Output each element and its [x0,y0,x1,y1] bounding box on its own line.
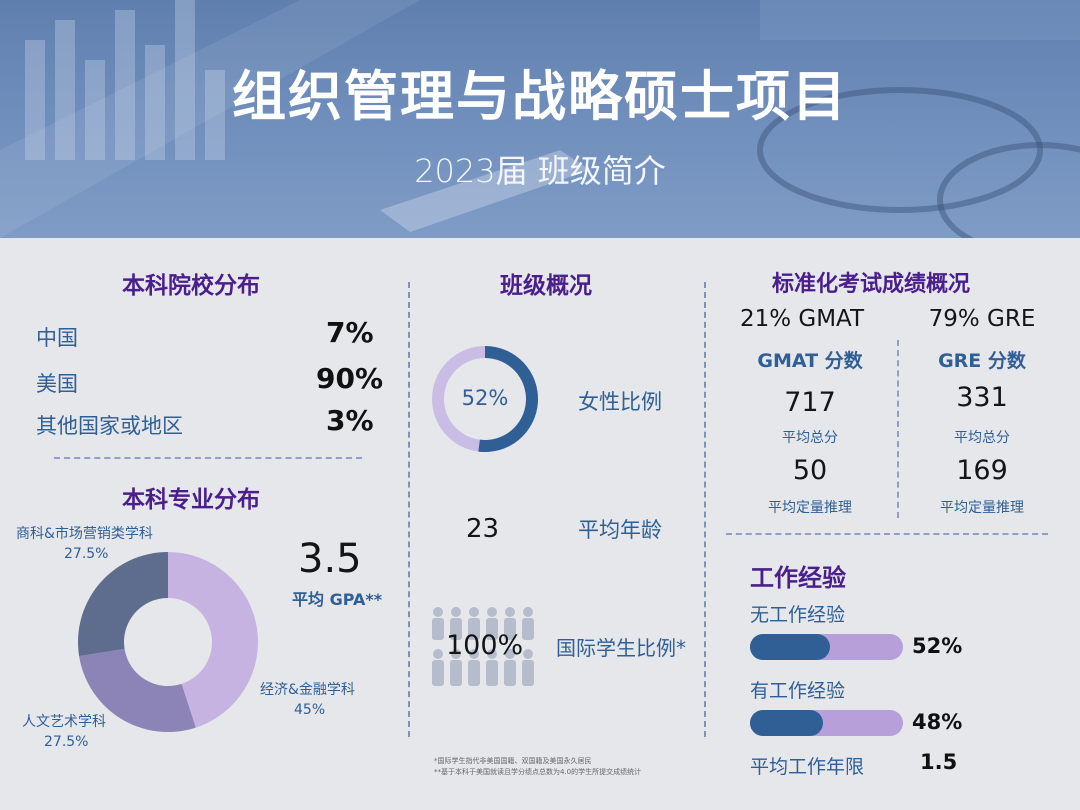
gre-quant-value: 169 [956,455,1008,486]
no-exp-label: 无工作经验 [750,604,846,626]
page-title: 组织管理与战略硕士项目 [232,65,848,128]
section-title-majors: 本科专业分布 [122,487,260,513]
gpa-value: 3.5 [298,536,362,582]
major-value-business: 27.5% [64,546,109,562]
section-title-work-experience: 工作经验 [750,564,846,592]
school-value-other: 3% [326,404,374,437]
footnote-2: **基于本科于美国就读且学分绩点总数为4.0的学生所提交成绩统计 [434,768,642,776]
major-value-humanities: 27.5% [44,734,89,750]
gmat-total-label: 平均总分 [782,430,838,446]
footnote-1: *国际学生指代非美国国籍、双国籍及美国永久居民 [434,757,592,765]
female-ratio-label: 女性比例 [578,390,662,414]
majors-donut-chart [78,552,258,732]
school-label-china: 中国 [36,326,78,350]
school-label-other: 其他国家或地区 [36,414,183,438]
gre-header: 79% GRE [928,306,1036,332]
avg-age-label: 平均年龄 [578,518,662,542]
gmat-score-title: GMAT 分数 [757,350,863,372]
major-value-economics: 45% [294,702,326,718]
hero-background-image [0,0,1080,238]
gre-quant-label: 平均定量推理 [940,500,1024,516]
section-title-class-overview: 班级概况 [500,273,592,299]
school-value-china: 7% [326,316,374,349]
gmat-header: 21% GMAT [739,306,865,332]
gpa-label: 平均 GPA** [292,590,383,609]
no-exp-value: 52% [912,634,963,658]
section-title-test-scores: 标准化考试成绩概况 [772,272,971,297]
intl-ratio-value: 100% [446,630,524,661]
female-ratio-ring [432,346,538,452]
intl-ratio-label: 国际学生比例* [556,636,686,660]
school-value-usa: 90% [316,362,384,395]
divider-right [726,533,1048,535]
gmat-quant-label: 平均定量推理 [768,500,852,516]
majors-slice-1 [168,552,258,728]
gre-total-label: 平均总分 [954,430,1010,446]
no-exp-bar [750,634,903,660]
majors-slice-0 [78,552,168,657]
has-exp-bar [750,710,903,736]
divider-left [54,457,362,459]
gre-total-value: 331 [956,382,1008,413]
school-label-usa: 美国 [36,372,78,396]
page-subtitle: 2023届 班级简介 [414,152,666,190]
avg-years-label: 平均工作年限 [750,756,865,778]
people-icon [432,607,534,686]
test-divider [897,340,899,518]
has-exp-label: 有工作经验 [750,680,846,702]
female-ring-fill [478,346,538,452]
gre-score-title: GRE 分数 [938,350,1026,372]
column-divider-right [704,282,706,737]
majors-slice-2 [79,648,196,732]
major-label-business: 商科&市场营销类学科 [16,526,153,542]
major-label-economics: 经济&金融学科 [260,682,355,698]
no-exp-bar-fill [750,634,830,660]
gmat-quant-value: 50 [792,455,828,486]
avg-years-value: 1.5 [920,750,958,774]
has-exp-bar-fill [750,710,824,736]
has-exp-value: 48% [912,710,963,734]
female-ratio-value: 52% [461,386,509,410]
avg-age-value: 23 [466,514,500,544]
major-label-humanities: 人文艺术学科 [22,714,106,730]
column-divider-left [408,282,410,737]
section-title-undergrad-schools: 本科院校分布 [122,273,260,299]
hero-banner: 组织管理与战略硕士项目 2023届 班级简介 [0,0,1080,238]
gmat-total-value: 717 [784,387,836,418]
